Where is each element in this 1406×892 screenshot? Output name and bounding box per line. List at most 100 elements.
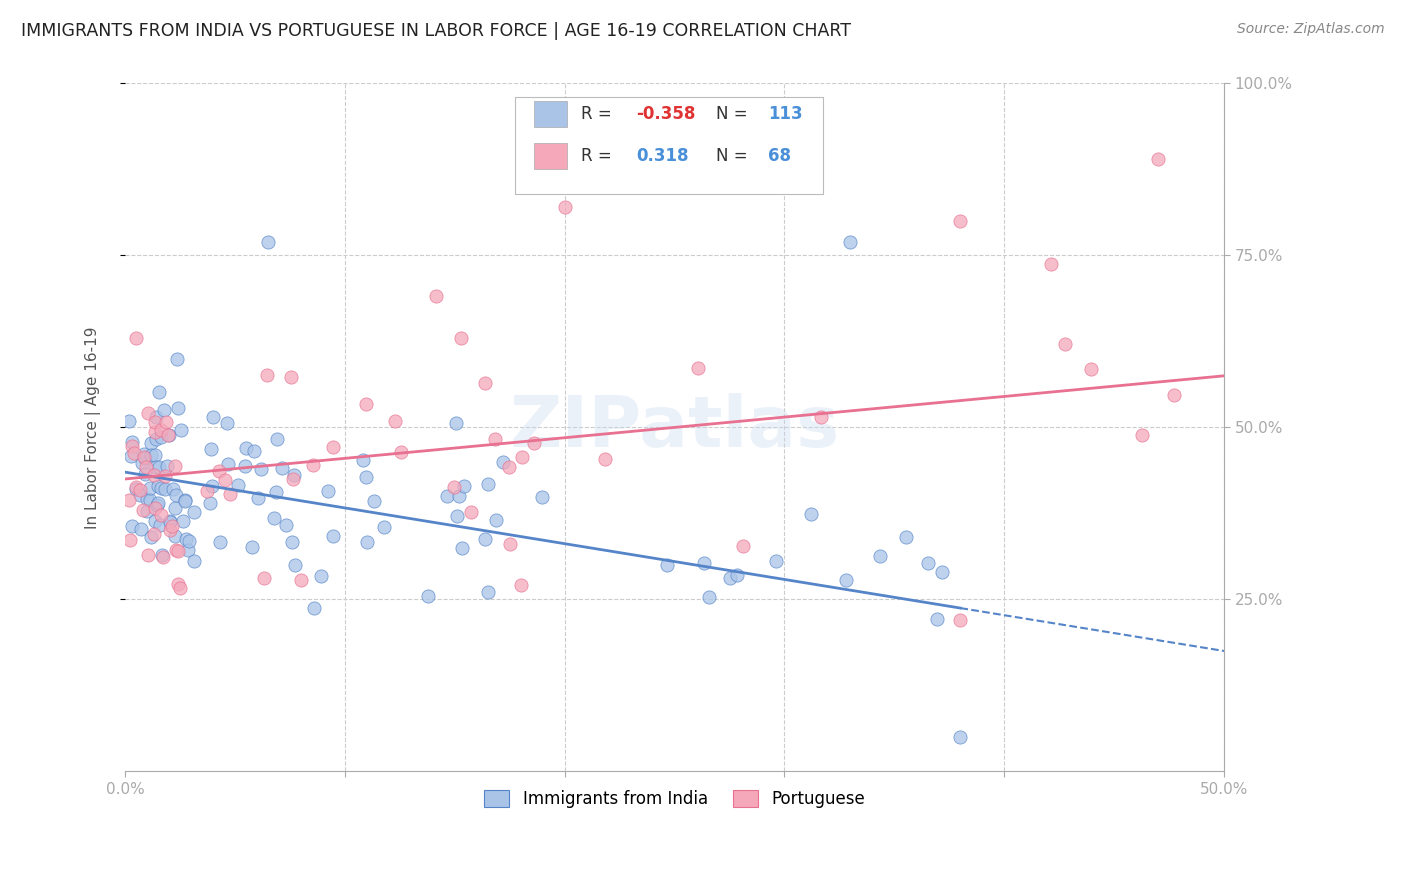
Point (122, 446, 145, 460)
Point (443, 480, 465, 494)
Point (121, 435, 143, 450)
Point (139, 531, 162, 545)
Point (266, 485, 288, 500)
Point (1040, 256, 1063, 270)
Point (869, 549, 891, 563)
Point (356, 470, 378, 484)
Point (235, 441, 257, 455)
Point (510, 578, 533, 592)
Point (159, 516, 181, 530)
Point (485, 513, 508, 527)
Point (718, 571, 741, 585)
Point (145, 409, 167, 424)
Point (150, 508, 173, 522)
Point (124, 483, 146, 497)
Point (195, 484, 218, 499)
Point (152, 549, 174, 564)
Point (256, 235, 278, 249)
Point (290, 573, 312, 587)
Point (243, 443, 266, 458)
Point (373, 520, 395, 534)
Point (200, 442, 222, 457)
Point (256, 368, 278, 382)
Point (917, 557, 939, 571)
Point (149, 518, 172, 533)
Point (143, 448, 166, 462)
Point (949, 730, 972, 744)
Point (143, 500, 166, 515)
Point (523, 436, 546, 450)
Point (356, 397, 378, 411)
Point (208, 534, 231, 549)
Text: N =: N = (716, 147, 754, 165)
Point (450, 331, 472, 345)
Point (146, 498, 169, 512)
Point (322, 441, 344, 455)
Point (731, 539, 754, 553)
Point (167, 544, 190, 558)
Point (132, 503, 155, 517)
Point (139, 435, 162, 450)
Point (686, 360, 709, 375)
Point (149, 423, 172, 437)
Point (163, 529, 186, 543)
Point (121, 519, 143, 533)
Point (143, 514, 166, 528)
Point (453, 479, 475, 493)
Y-axis label: In Labor Force | Age 16-19: In Labor Force | Age 16-19 (86, 326, 101, 529)
Point (138, 492, 160, 507)
Point (894, 530, 917, 544)
Text: R =: R = (581, 147, 617, 165)
Point (363, 494, 385, 508)
Point (276, 517, 298, 532)
Point (281, 472, 304, 486)
Point (217, 457, 239, 471)
Point (153, 469, 176, 483)
Point (136, 491, 159, 506)
Point (121, 439, 143, 453)
Point (309, 568, 332, 582)
Point (150, 430, 173, 444)
Point (531, 491, 554, 505)
Point (134, 467, 156, 481)
Point (166, 352, 188, 367)
Point (226, 477, 249, 491)
FancyBboxPatch shape (515, 97, 823, 194)
Point (124, 480, 146, 494)
Point (217, 416, 239, 430)
Point (131, 456, 153, 470)
Point (416, 589, 439, 603)
Point (174, 494, 197, 508)
Point (697, 590, 720, 604)
Point (283, 467, 305, 482)
Point (477, 477, 499, 491)
Point (201, 410, 224, 425)
Point (174, 492, 197, 507)
Point (143, 415, 166, 429)
Point (725, 567, 748, 582)
Point (492, 455, 515, 469)
Point (135, 459, 157, 474)
Point (447, 489, 470, 503)
Point (266, 432, 288, 446)
Point (129, 483, 152, 497)
Point (810, 410, 832, 425)
Point (172, 514, 194, 528)
Point (167, 401, 190, 415)
Point (156, 458, 179, 473)
Point (835, 573, 858, 587)
Point (148, 478, 170, 492)
Point (162, 482, 184, 496)
Point (159, 523, 181, 537)
Point (134, 451, 156, 466)
Point (446, 416, 468, 430)
Point (139, 481, 162, 495)
Point (176, 542, 198, 557)
Point (145, 432, 167, 446)
Point (145, 460, 167, 475)
Point (201, 479, 224, 493)
Point (143, 425, 166, 440)
Point (356, 535, 378, 549)
Text: R =: R = (581, 104, 617, 123)
Point (150, 481, 173, 495)
